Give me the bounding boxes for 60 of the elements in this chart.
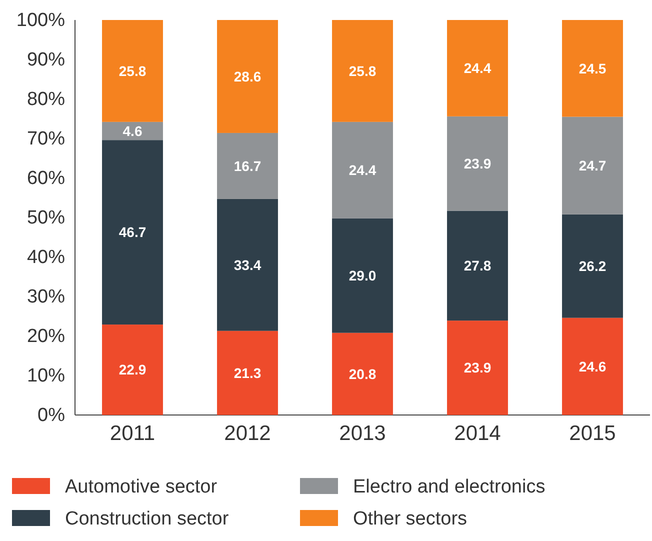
data-label: 4.6	[122, 122, 142, 139]
data-label: 24.6	[578, 358, 606, 374]
y-tick-label: 80%	[26, 89, 66, 110]
data-label: 25.8	[118, 62, 146, 79]
bar	[447, 210, 508, 321]
bar	[217, 198, 278, 331]
data-label: 21.3	[234, 364, 262, 381]
x-tick-label: 2012	[224, 422, 271, 445]
bar	[447, 320, 508, 415]
bar	[562, 318, 623, 415]
bar	[562, 20, 623, 117]
y-tick-label: 0%	[38, 405, 66, 426]
legend-label: Electro and electronics	[353, 476, 546, 498]
bar	[102, 140, 163, 325]
bar	[217, 20, 278, 133]
data-label: 24.5	[578, 60, 606, 76]
y-tick-label: 10%	[26, 366, 66, 387]
bar	[332, 20, 393, 122]
y-tick-label: 40%	[26, 247, 66, 268]
bar	[332, 122, 393, 218]
data-label: 33.4	[234, 256, 262, 273]
bar	[102, 324, 163, 415]
bar	[332, 218, 393, 333]
data-label: 29.0	[348, 267, 376, 284]
y-tick-label: 30%	[26, 286, 66, 308]
data-label: 26.2	[578, 258, 606, 274]
bar	[102, 20, 163, 122]
y-tick-label: 70%	[26, 128, 66, 150]
bar	[217, 330, 278, 415]
data-label: 46.7	[118, 224, 146, 240]
x-tick-label: 2013	[339, 422, 386, 445]
data-label: 16.7	[234, 158, 262, 174]
legend-label: Construction sector	[65, 508, 230, 530]
data-label: 28.6	[234, 68, 262, 84]
legend-label: Automotive sector	[65, 476, 218, 498]
bar	[217, 132, 278, 199]
x-tick-label: 2014	[454, 422, 502, 445]
data-label: 25.8	[348, 62, 376, 79]
y-tick-label: 60%	[26, 168, 66, 190]
bar	[102, 122, 163, 140]
data-label: 24.4	[464, 60, 492, 76]
legend-label: Other sectors	[353, 508, 468, 530]
data-label: 24.4	[348, 162, 376, 178]
y-tick-label: 100%	[16, 10, 66, 32]
bar	[562, 116, 623, 214]
bar	[447, 116, 508, 211]
x-tick-label: 2015	[569, 422, 616, 445]
data-label: 22.9	[118, 362, 146, 378]
y-tick-label: 20%	[26, 326, 66, 348]
data-label: 24.7	[578, 157, 606, 174]
data-label: 23.9	[464, 360, 492, 376]
y-tick-label: 50%	[26, 208, 66, 229]
data-label: 23.9	[464, 155, 492, 172]
data-label: 27.8	[464, 258, 492, 274]
bar	[332, 332, 393, 415]
y-tick-label: 90%	[26, 50, 66, 71]
data-label: 20.8	[348, 366, 376, 382]
bar	[562, 214, 623, 318]
x-tick-label: 2011	[110, 422, 156, 445]
bar	[447, 20, 508, 116]
